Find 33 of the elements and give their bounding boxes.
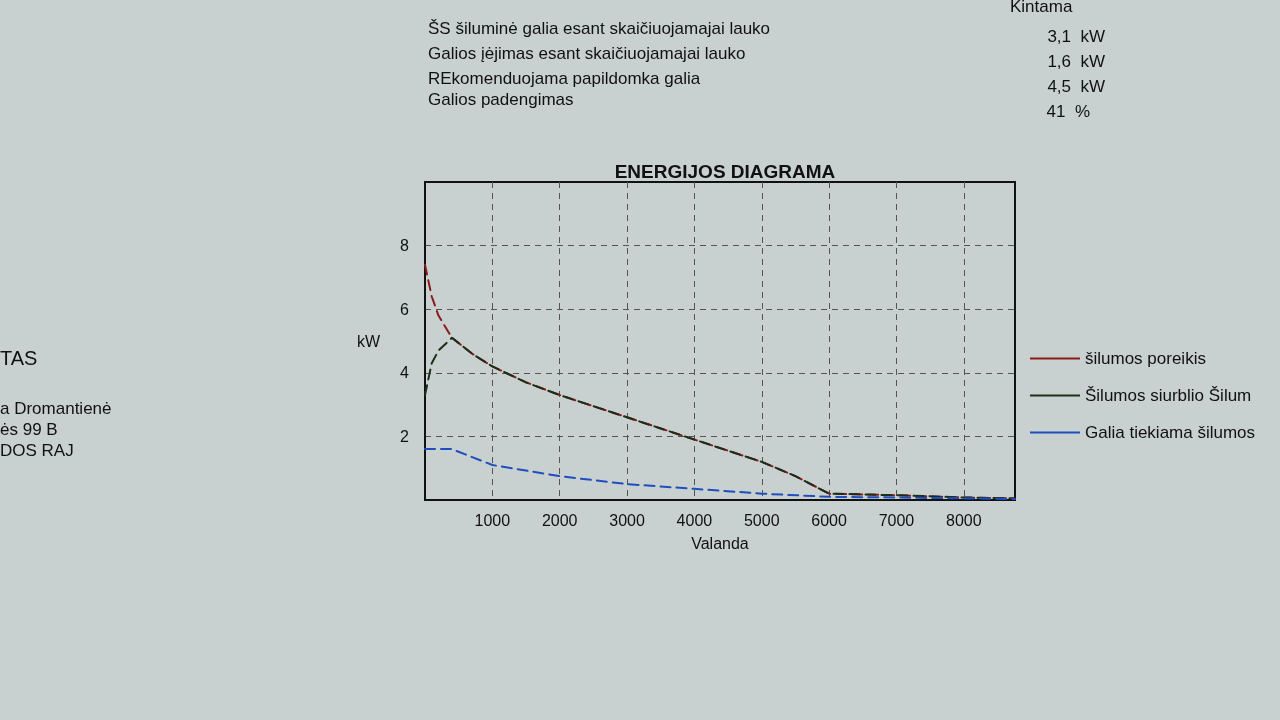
x-tick-label: 2000 bbox=[541, 511, 578, 529]
text: DOS RAJ bbox=[0, 441, 74, 460]
text: Kintama bbox=[1010, 0, 1073, 16]
x-axis-title: Valanda bbox=[691, 534, 749, 552]
x-tick-label: 1000 bbox=[474, 511, 511, 529]
text: a Dromantienė bbox=[0, 399, 112, 418]
text: Galios įėjimas esant skaičiuojamajai lauko bbox=[428, 44, 746, 63]
x-tick-label: 3000 bbox=[609, 511, 645, 529]
text: ės 99 B bbox=[0, 420, 58, 439]
text: Galios padengimas bbox=[428, 90, 574, 109]
legend-label: Galia tiekiama šilumos bbox=[1085, 423, 1256, 442]
x-tick-label: 5000 bbox=[743, 511, 780, 529]
text: 1,6 kW bbox=[1047, 52, 1105, 71]
y-tick-label: 8 bbox=[400, 237, 410, 255]
legend-label: Šilumos siurblio Šilum bbox=[1085, 386, 1252, 405]
line-series bbox=[424, 448, 1016, 501]
text: TAS bbox=[0, 347, 38, 369]
y-axis-title: kW bbox=[356, 332, 381, 350]
line-series bbox=[424, 336, 1016, 500]
text: ŠS šiluminė galia esant skaičiuojamajai lauko bbox=[428, 19, 771, 38]
legend-label: šilumos poreikis bbox=[1085, 349, 1206, 368]
text: 4,5 kW bbox=[1047, 77, 1105, 96]
text: REkomenduojama papildomka galia bbox=[428, 69, 701, 88]
text: 3,1 kW bbox=[1047, 27, 1105, 46]
text: 41 % bbox=[1046, 102, 1091, 121]
x-tick-label: 7000 bbox=[878, 511, 915, 529]
chart-title: ENERGIJOS DIAGRAMA bbox=[614, 161, 836, 182]
x-tick-label: 6000 bbox=[811, 511, 848, 529]
y-tick-label: 4 bbox=[400, 364, 410, 382]
x-tick-label: 4000 bbox=[676, 511, 713, 529]
y-tick-label: 2 bbox=[400, 427, 410, 445]
x-tick-label: 8000 bbox=[946, 511, 982, 529]
y-tick-label: 6 bbox=[400, 300, 410, 318]
